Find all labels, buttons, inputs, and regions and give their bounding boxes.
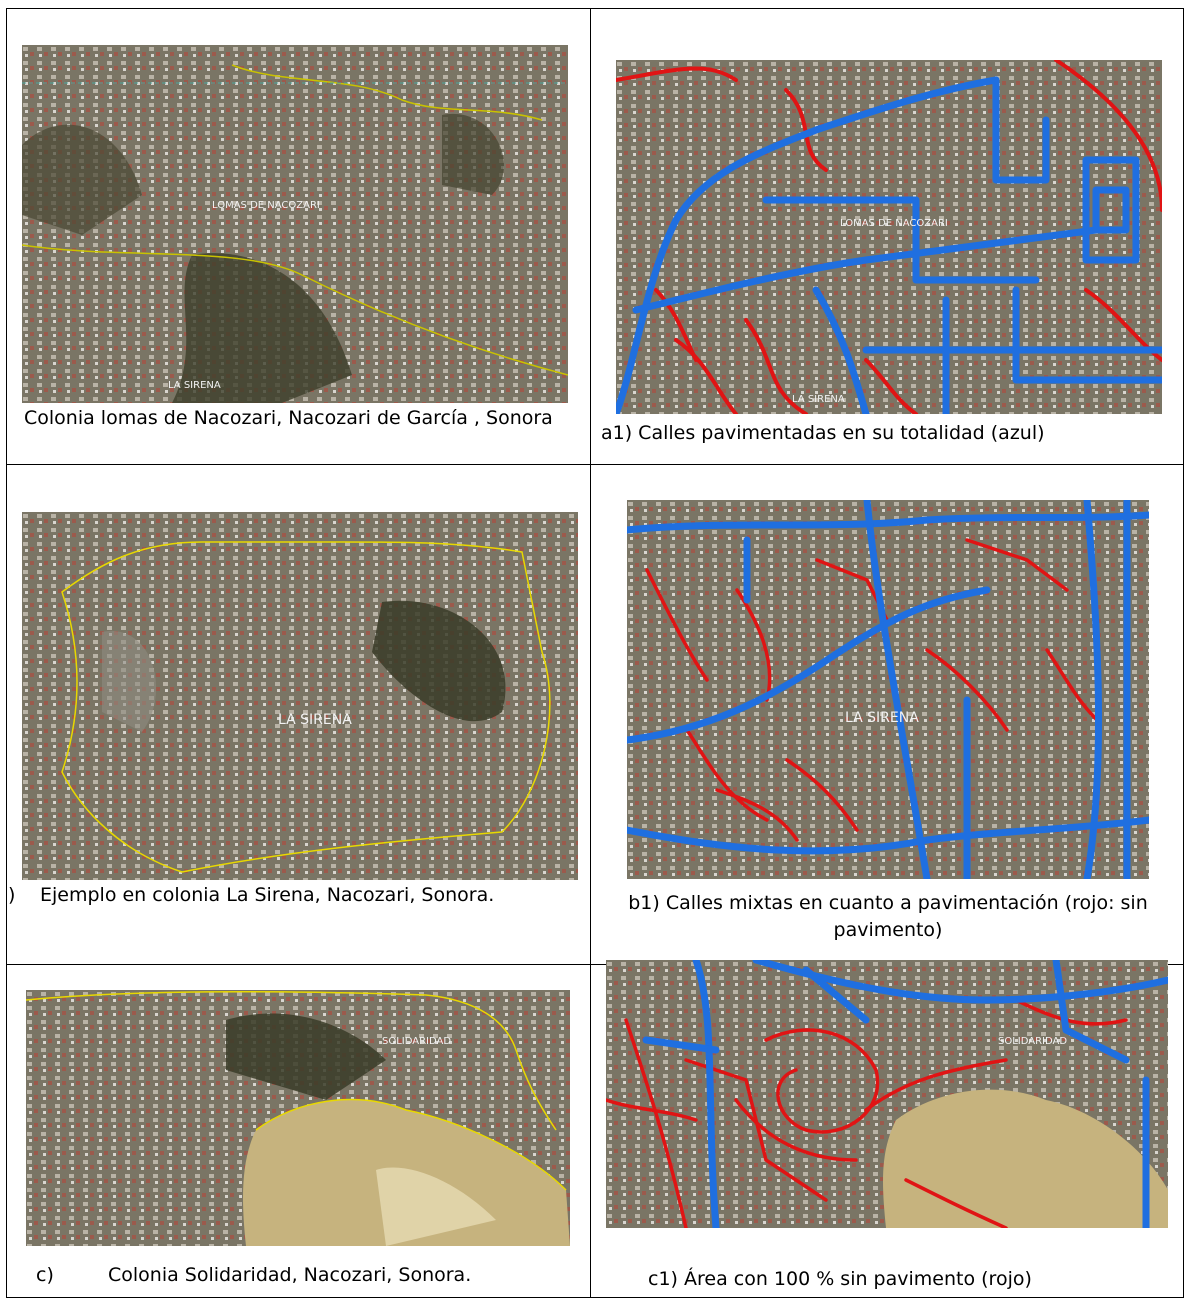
street-map-mixed-la-sirena: LA SIRENA: [627, 500, 1149, 879]
map-label-solidaridad: SOLIDARIDAD: [998, 1036, 1067, 1047]
row-divider-1: [7, 464, 1183, 465]
caption-c-marker: c): [36, 1264, 54, 1286]
map-label-la-sirena: LA SIRENA: [792, 394, 845, 405]
street-map-paved-lomas: LOMAS DE NACOZARI LA SIRENA: [616, 60, 1162, 414]
caption-a: Colonia lomas de Nacozari, Nacozari de G…: [24, 407, 553, 429]
caption-b-prefix: ): [8, 884, 16, 906]
caption-a1: a1) Calles pavimentadas en su totalidad …: [601, 422, 1045, 444]
caption-b: Ejemplo en colonia La Sirena, Nacozari, …: [40, 884, 495, 906]
map-label-la-sirena: LA SIRENA: [845, 710, 919, 726]
aerial-map-la-sirena: LA SIRENA: [22, 512, 578, 880]
map-label-lomas-de-nacozari: LOMAS DE NACOZARI: [212, 200, 320, 211]
column-divider: [590, 9, 591, 1297]
caption-b1: b1) Calles mixtas en cuanto a pavimentac…: [628, 892, 1148, 941]
map-label-lomas-de-nacozari: LOMAS DE NACOZARI: [840, 218, 948, 229]
map-label-solidaridad: SOLIDARIDAD: [382, 1036, 451, 1047]
map-label-la-sirena: LA SIRENA: [168, 380, 221, 391]
aerial-map-solidaridad: SOLIDARIDAD: [26, 990, 570, 1246]
row-divider-2: [7, 964, 1183, 965]
aerial-map-lomas-de-nacozari: LOMAS DE NACOZARI LA SIRENA: [22, 45, 568, 403]
figure-table: [6, 8, 1184, 1298]
street-map-unpaved-solidaridad: SOLIDARIDAD: [606, 960, 1168, 1228]
caption-c: Colonia Solidaridad, Nacozari, Sonora.: [108, 1264, 472, 1286]
map-label-la-sirena: LA SIRENA: [278, 712, 352, 728]
caption-c1: c1) Área con 100 % sin pavimento (rojo): [648, 1268, 1032, 1290]
